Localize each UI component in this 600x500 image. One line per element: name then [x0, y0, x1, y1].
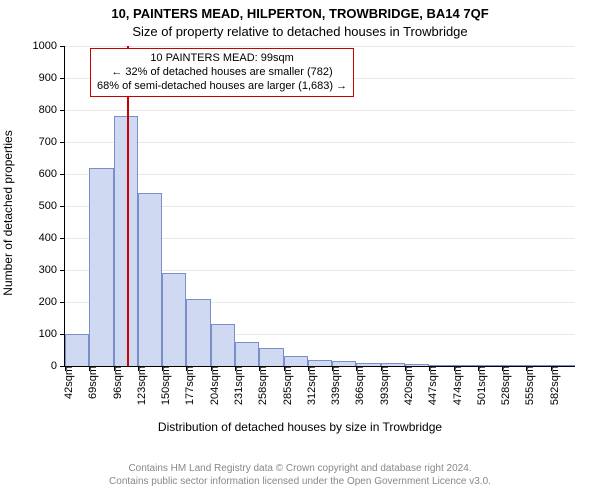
- x-tick-label: 474sqm: [450, 366, 464, 405]
- y-tick: 100: [39, 328, 65, 340]
- gridline: [65, 142, 575, 143]
- histogram-bar: [259, 348, 283, 366]
- x-tick-label: 366sqm: [352, 366, 366, 405]
- x-tick-label: 150sqm: [158, 366, 172, 405]
- histogram-bar: [65, 334, 89, 366]
- x-tick-label: 177sqm: [182, 366, 196, 405]
- histogram-bar: [162, 273, 186, 366]
- footer: Contains HM Land Registry data © Crown c…: [0, 462, 600, 488]
- histogram-bar: [138, 193, 162, 366]
- histogram-bar: [186, 299, 210, 366]
- annotation-line-2: ← 32% of detached houses are smaller (78…: [97, 66, 347, 80]
- page-subtitle: Size of property relative to detached ho…: [0, 24, 600, 39]
- histogram-bar: [284, 356, 308, 366]
- x-tick-label: 582sqm: [547, 366, 561, 405]
- x-tick-label: 501sqm: [474, 366, 488, 405]
- y-tick: 300: [39, 264, 65, 276]
- y-tick: 500: [39, 200, 65, 212]
- x-tick-label: 312sqm: [304, 366, 318, 405]
- y-tick: 1000: [33, 40, 65, 52]
- page-title: 10, PAINTERS MEAD, HILPERTON, TROWBRIDGE…: [0, 6, 600, 21]
- y-tick: 800: [39, 104, 65, 116]
- y-axis-label: Number of detached properties: [1, 53, 15, 373]
- x-tick-label: 204sqm: [207, 366, 221, 405]
- x-tick-label: 447sqm: [425, 366, 439, 405]
- x-tick-label: 528sqm: [498, 366, 512, 405]
- y-tick: 200: [39, 296, 65, 308]
- x-tick-label: 69sqm: [85, 366, 99, 399]
- x-axis-label: Distribution of detached houses by size …: [0, 420, 600, 434]
- gridline: [65, 110, 575, 111]
- histogram-bar: [89, 168, 113, 366]
- annotation-line-1: 10 PAINTERS MEAD: 99sqm: [97, 52, 347, 66]
- histogram-bar: [235, 342, 259, 366]
- x-tick-label: 258sqm: [255, 366, 269, 405]
- footer-line-1: Contains HM Land Registry data © Crown c…: [0, 462, 600, 475]
- x-tick-label: 42sqm: [61, 366, 75, 399]
- y-tick: 900: [39, 72, 65, 84]
- histogram-bar: [211, 324, 235, 366]
- gridline: [65, 46, 575, 47]
- gridline: [65, 174, 575, 175]
- y-tick: 400: [39, 232, 65, 244]
- x-tick-label: 420sqm: [401, 366, 415, 405]
- x-tick-label: 231sqm: [231, 366, 245, 405]
- chart-container: 10, PAINTERS MEAD, HILPERTON, TROWBRIDGE…: [0, 0, 600, 500]
- x-tick-label: 339sqm: [328, 366, 342, 405]
- x-tick-label: 123sqm: [134, 366, 148, 405]
- x-tick-label: 393sqm: [377, 366, 391, 405]
- x-tick-label: 285sqm: [280, 366, 294, 405]
- x-tick-label: 555sqm: [522, 366, 536, 405]
- annotation-box: 10 PAINTERS MEAD: 99sqm ← 32% of detache…: [90, 48, 354, 97]
- y-tick: 600: [39, 168, 65, 180]
- histogram-bar: [114, 116, 138, 366]
- y-tick: 700: [39, 136, 65, 148]
- x-tick-label: 96sqm: [110, 366, 124, 399]
- annotation-line-3: 68% of semi-detached houses are larger (…: [97, 80, 347, 94]
- footer-line-2: Contains public sector information licen…: [0, 475, 600, 488]
